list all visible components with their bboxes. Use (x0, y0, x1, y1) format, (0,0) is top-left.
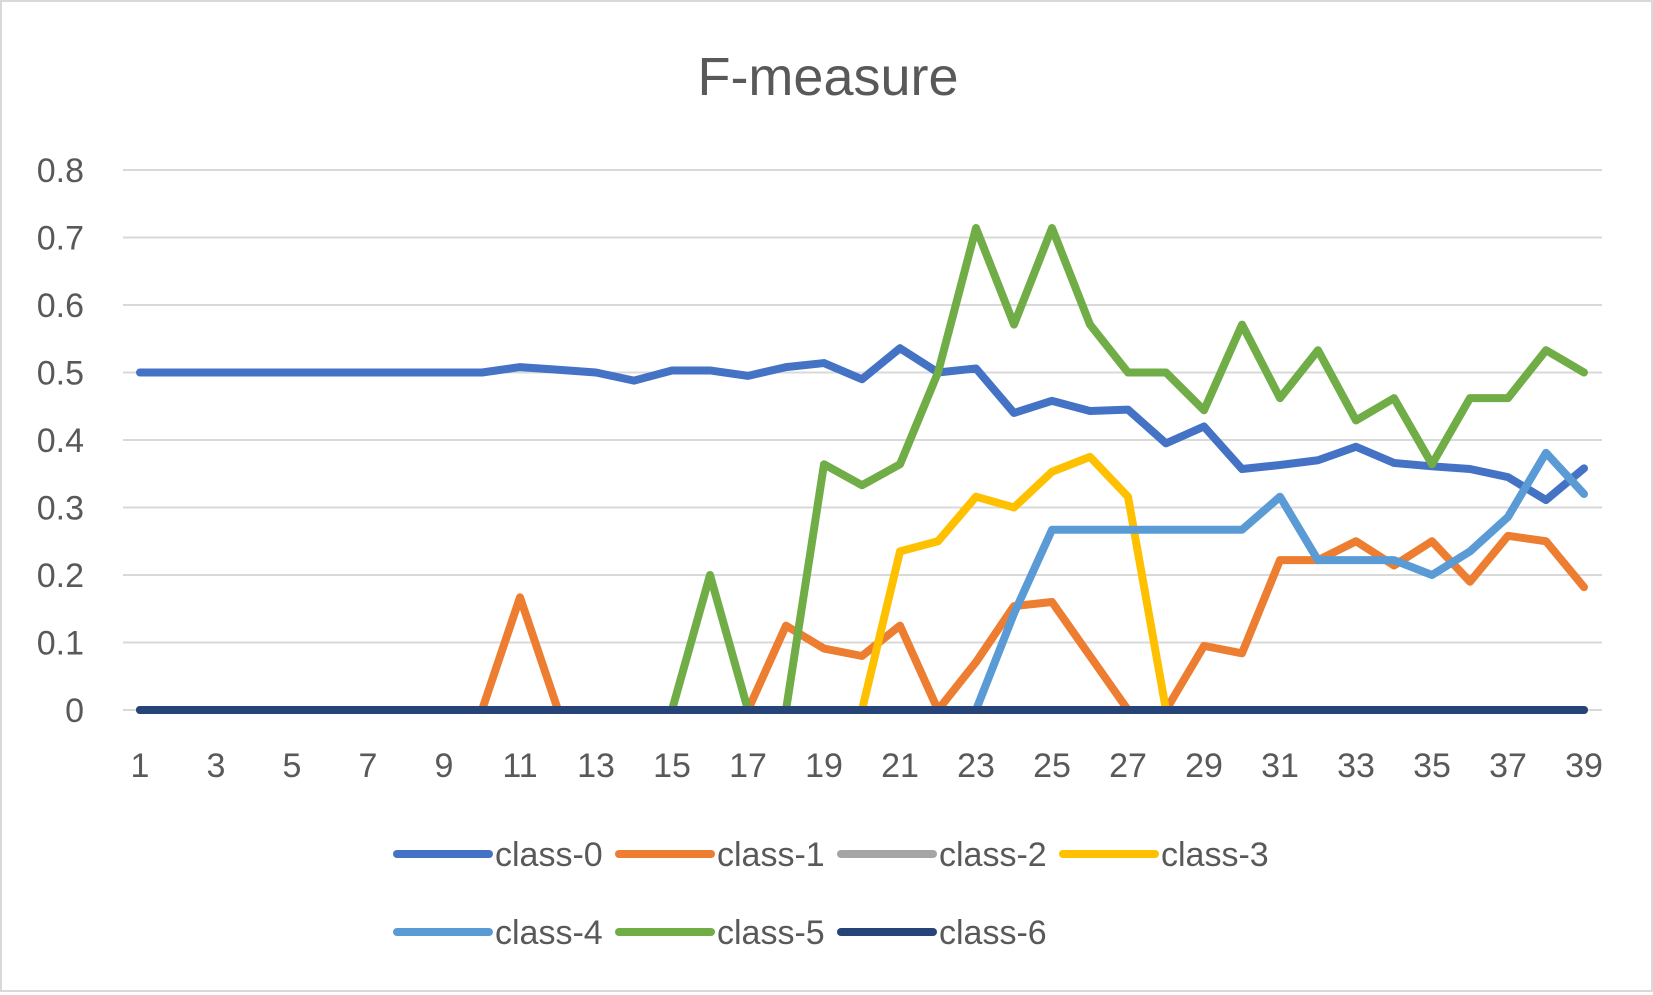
legend-item-class-1: class-1 (615, 836, 825, 874)
series-lines (136, 224, 1588, 714)
x-tick-label: 29 (1185, 747, 1223, 785)
x-tick-label: 35 (1413, 747, 1451, 785)
x-tick-label: 7 (359, 747, 378, 785)
x-axis-tick-labels: 1 3 5 7 9 11 13 15 17 19 21 23 25 27 29 31 33 35 37 39 (131, 747, 1603, 785)
legend-item-class-3: class-3 (1059, 836, 1269, 874)
legend-label: class-2 (939, 836, 1047, 874)
x-tick-label: 31 (1261, 747, 1299, 785)
y-axis-tick-labels: 0 0.1 0.2 0.3 0.4 0.5 0.6 0.7 0.8 (37, 152, 84, 730)
y-tick-label: 0.5 (37, 355, 84, 393)
chart-title: F-measure (697, 47, 958, 107)
legend-label: class-0 (495, 836, 603, 874)
y-tick-label: 0 (65, 692, 84, 730)
legend-item-class-6: class-6 (837, 914, 1047, 952)
legend-label: class-5 (717, 914, 825, 952)
x-tick-label: 21 (881, 747, 919, 785)
series-line-class-4 (136, 448, 1588, 714)
y-tick-label: 0.4 (37, 422, 84, 460)
y-tick-label: 0.2 (37, 557, 84, 595)
legend-label: class-6 (939, 914, 1047, 952)
gridlines (123, 169, 1602, 711)
legend: class-0 class-1 class-2 class-3 class-4 class… (393, 836, 1269, 952)
x-tick-label: 9 (435, 747, 454, 785)
legend-label: class-4 (495, 914, 603, 952)
x-tick-label: 5 (283, 747, 302, 785)
series-line-class-5 (136, 224, 1588, 714)
series-line-class-0 (136, 344, 1588, 505)
legend-item-class-4: class-4 (393, 914, 603, 952)
legend-item-class-2: class-2 (837, 836, 1047, 874)
x-tick-label: 25 (1033, 747, 1071, 785)
legend-label: class-1 (717, 836, 825, 874)
y-tick-label: 0.6 (37, 287, 84, 325)
legend-item-class-5: class-5 (615, 914, 825, 952)
x-tick-label: 15 (653, 747, 691, 785)
x-tick-label: 37 (1489, 747, 1527, 785)
x-tick-label: 1 (131, 747, 150, 785)
x-tick-label: 3 (207, 747, 226, 785)
legend-label: class-3 (1161, 836, 1269, 874)
x-tick-label: 27 (1109, 747, 1147, 785)
x-tick-label: 23 (957, 747, 995, 785)
x-tick-label: 39 (1565, 747, 1603, 785)
x-tick-label: 17 (729, 747, 767, 785)
y-tick-label: 0.3 (37, 490, 84, 528)
x-tick-label: 11 (502, 747, 537, 785)
y-tick-label: 0.7 (37, 220, 84, 258)
legend-item-class-0: class-0 (393, 836, 603, 874)
x-tick-label: 19 (805, 747, 843, 785)
x-tick-label: 33 (1337, 747, 1375, 785)
x-tick-label: 13 (577, 747, 615, 785)
series-line-class-3 (136, 452, 1588, 714)
y-tick-label: 0.1 (37, 625, 84, 663)
y-tick-label: 0.8 (37, 152, 84, 190)
